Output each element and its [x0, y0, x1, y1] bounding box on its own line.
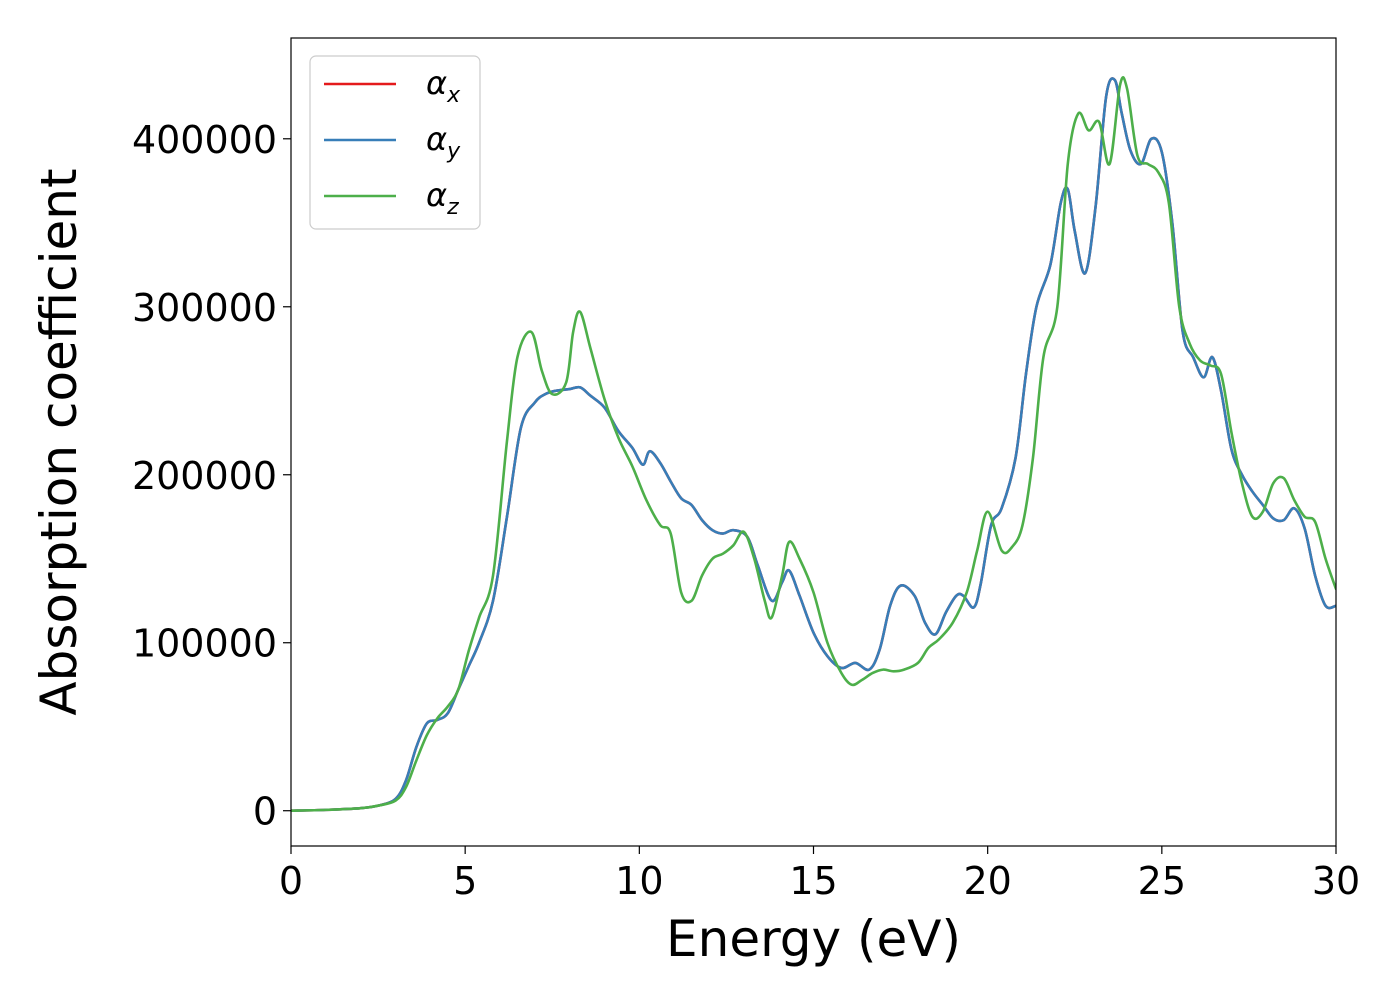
x-tick-label: 10 [615, 859, 663, 903]
x-axis-label: Energy (eV) [666, 910, 961, 968]
legend-label-alpha-y: αy [426, 120, 461, 164]
x-tick-label: 0 [279, 859, 303, 903]
series-lines [291, 76, 1336, 813]
x-tick-label: 20 [963, 859, 1011, 903]
legend: αx αy αz [309, 55, 481, 230]
x-tick-label: 30 [1312, 859, 1360, 903]
y-axis-ticks: 0 100000 200000 300000 400000 [132, 118, 291, 834]
y-tick-label: 300000 [132, 286, 277, 330]
legend-box [309, 55, 481, 230]
y-tick-label: 400000 [132, 118, 277, 162]
legend-label-alpha-x: αx [426, 64, 461, 108]
y-tick-label: 0 [253, 790, 277, 834]
x-tick-label: 25 [1138, 859, 1186, 903]
series-line-alpha-z [291, 76, 1336, 813]
y-tick-label: 200000 [132, 454, 277, 498]
x-axis-ticks: 0 5 10 15 20 25 30 [279, 846, 1360, 903]
y-tick-label: 100000 [132, 622, 277, 666]
x-tick-label: 15 [789, 859, 837, 903]
y-axis-label: Absorption coefficient [30, 168, 88, 715]
x-tick-label: 5 [453, 859, 477, 903]
legend-label-alpha-z: αz [426, 176, 459, 220]
